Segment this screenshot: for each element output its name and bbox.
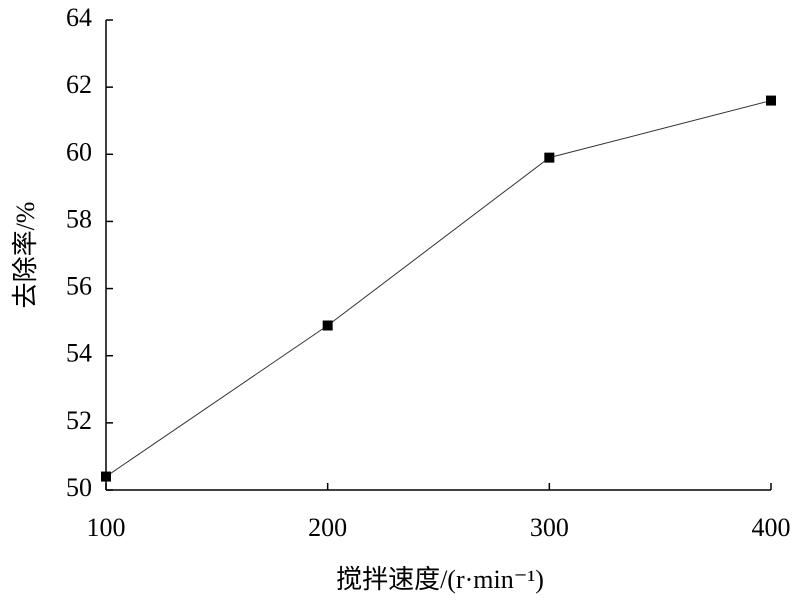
data-point <box>322 320 333 331</box>
y-tick-label: 60 <box>66 137 92 166</box>
data-point <box>544 152 555 163</box>
data-point <box>101 471 111 482</box>
x-tick-label: 400 <box>752 513 791 542</box>
x-tick-label: 200 <box>308 513 347 542</box>
y-tick-label: 56 <box>66 272 92 301</box>
y-tick-label: 54 <box>66 339 92 368</box>
y-axis-label: 去除率/% <box>11 202 40 309</box>
y-tick-label: 50 <box>66 473 92 502</box>
y-tick-label: 52 <box>66 406 92 435</box>
x-tick-label: 100 <box>87 513 126 542</box>
y-tick-label: 64 <box>66 3 92 32</box>
y-tick-label: 58 <box>66 204 92 233</box>
x-tick-label: 300 <box>530 513 569 542</box>
data-point <box>766 95 776 106</box>
y-tick-label: 62 <box>66 70 92 99</box>
x-axis-label: 搅拌速度/(r·min⁻¹) <box>336 565 544 594</box>
data-line <box>105 100 772 477</box>
